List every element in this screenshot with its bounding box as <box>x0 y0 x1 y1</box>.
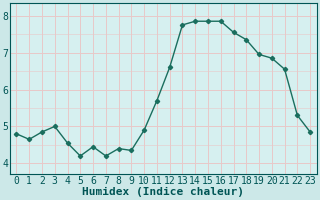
X-axis label: Humidex (Indice chaleur): Humidex (Indice chaleur) <box>82 187 244 197</box>
